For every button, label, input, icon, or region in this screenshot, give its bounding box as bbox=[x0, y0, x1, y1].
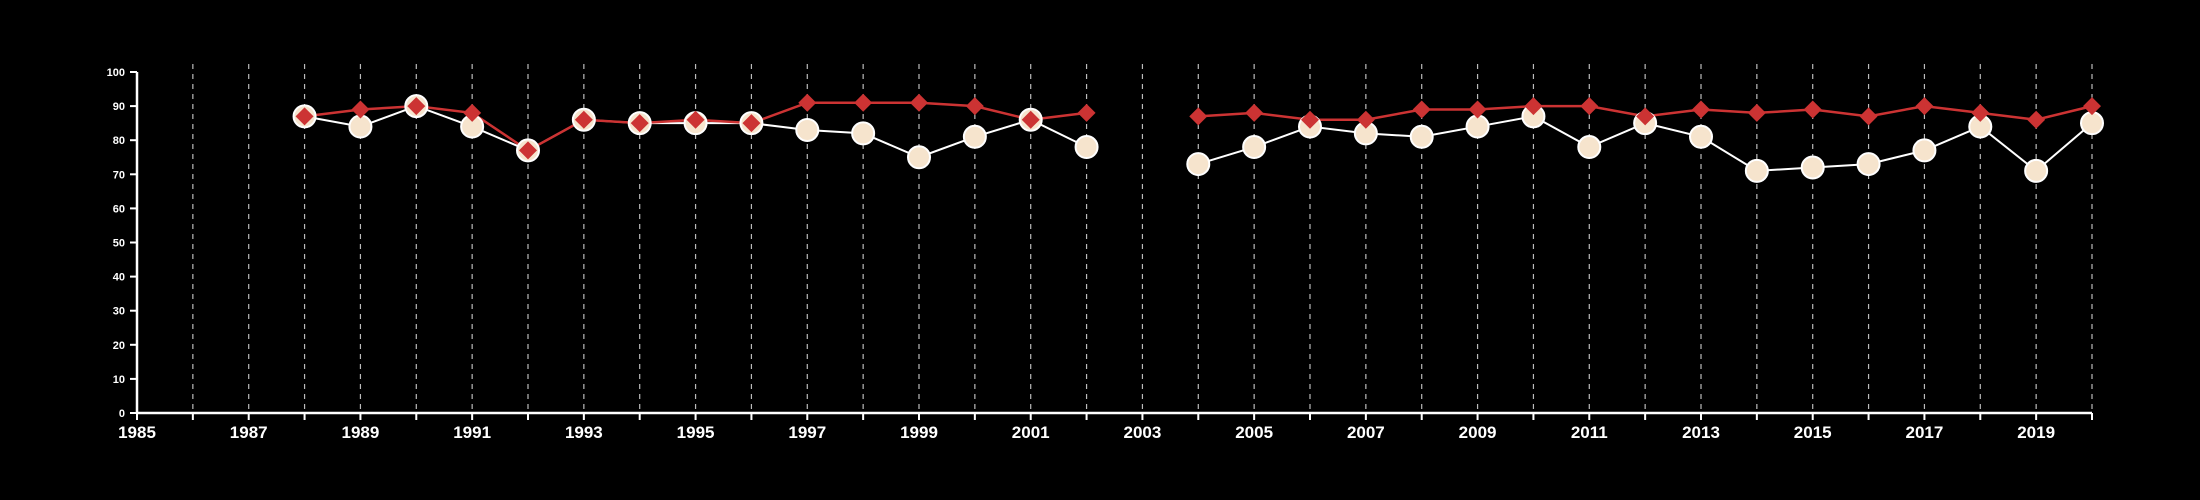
diamond-point-2007 bbox=[1356, 110, 1375, 129]
x-tick-label: 2007 bbox=[1347, 423, 1385, 442]
grid bbox=[192, 64, 2093, 413]
diamond-point-2014 bbox=[1747, 103, 1766, 122]
x-tick-label: 2011 bbox=[1571, 423, 1608, 442]
diamond-point-1991 bbox=[463, 103, 482, 122]
diamond-point-2010 bbox=[1524, 97, 1543, 116]
diamond-point-1997 bbox=[798, 93, 817, 112]
series bbox=[292, 93, 2104, 183]
x-tick-label: 2001 bbox=[1012, 423, 1050, 442]
diamond-point-2000 bbox=[965, 97, 984, 116]
x-tick-label: 1993 bbox=[565, 423, 603, 442]
diamond-point-2009 bbox=[1468, 100, 1487, 119]
diamond-point-2012 bbox=[1636, 107, 1655, 126]
x-tick-label: 1991 bbox=[453, 423, 491, 442]
diamond-point-2005 bbox=[1245, 103, 1264, 122]
circle-point-2005 bbox=[1242, 135, 1267, 160]
x-tick-label: 1995 bbox=[677, 423, 715, 442]
diamond-point-1996 bbox=[742, 114, 761, 133]
diamond-point-2015 bbox=[1803, 100, 1822, 119]
y-tick-label: 80 bbox=[113, 135, 125, 147]
diamond-point-1992 bbox=[519, 141, 537, 160]
y-tick-label: 0 bbox=[119, 408, 125, 420]
circle-point-1997 bbox=[795, 117, 820, 142]
diamond-point-1993 bbox=[574, 110, 593, 129]
diamond-point-2006 bbox=[1301, 110, 1319, 129]
x-tick-label: 1997 bbox=[788, 423, 826, 442]
circle-point-2019 bbox=[2024, 158, 2049, 183]
diamond-point-2004 bbox=[1189, 107, 1208, 126]
x-tick-label: 2003 bbox=[1124, 423, 1162, 442]
diamond-point-2019 bbox=[2027, 110, 2046, 129]
diamond-point-2008 bbox=[1412, 100, 1431, 119]
x-tick-label: 2015 bbox=[1794, 423, 1832, 442]
diamond-point-1994 bbox=[630, 114, 649, 133]
x-tick-label: 2009 bbox=[1459, 423, 1497, 442]
diamond-point-1999 bbox=[910, 93, 928, 112]
diamond-point-1988 bbox=[295, 107, 314, 126]
diamond-point-2002 bbox=[1077, 103, 1096, 122]
y-tick-label: 60 bbox=[113, 203, 125, 215]
circle-point-2008 bbox=[1409, 124, 1434, 149]
diamond-point-2013 bbox=[1692, 100, 1710, 119]
x-tick-label: 1987 bbox=[230, 423, 268, 442]
x-tick-label: 2019 bbox=[2017, 423, 2055, 442]
y-tick-label: 70 bbox=[113, 169, 125, 181]
circle-point-2016 bbox=[1856, 152, 1881, 177]
diamond-point-2017 bbox=[1915, 97, 1934, 116]
diamond-point-1995 bbox=[686, 110, 705, 129]
diamond-point-2001 bbox=[1021, 110, 1040, 129]
diamond-point-1998 bbox=[854, 93, 873, 112]
circle-point-1989 bbox=[348, 114, 373, 139]
y-tick-label: 20 bbox=[113, 340, 125, 352]
circle-point-2015 bbox=[1800, 155, 1825, 180]
x-tick-label: 2017 bbox=[1906, 423, 1944, 442]
x-tick-label: 2013 bbox=[1682, 423, 1720, 442]
circle-point-2020 bbox=[2080, 111, 2104, 136]
circle-point-2000 bbox=[962, 124, 987, 149]
circle-point-2013 bbox=[1689, 124, 1713, 149]
circle-point-2017 bbox=[1912, 138, 1937, 163]
x-tick-label: 1989 bbox=[342, 423, 380, 442]
y-tick-label: 40 bbox=[113, 272, 125, 284]
diamond-point-1989 bbox=[351, 100, 370, 119]
axes: 1985 1987 1989 1991 1993 1995 1997 1999 2001 2003… bbox=[107, 67, 2093, 442]
x-tick-label: 1985 bbox=[118, 423, 156, 442]
circle-point-2009 bbox=[1465, 114, 1490, 139]
circle-point-2014 bbox=[1744, 158, 1769, 183]
diamond-point-2011 bbox=[1580, 97, 1599, 116]
diamond-point-2018 bbox=[1971, 103, 1990, 122]
circle-point-1998 bbox=[851, 121, 876, 146]
y-tick-label: 100 bbox=[107, 67, 125, 79]
x-tick-label: 2005 bbox=[1235, 423, 1273, 442]
x-tick-label: 1999 bbox=[900, 423, 938, 442]
circle-point-2004 bbox=[1186, 152, 1211, 177]
y-tick-label: 10 bbox=[113, 374, 125, 386]
diamond-point-2016 bbox=[1859, 107, 1878, 126]
circle-point-2011 bbox=[1577, 135, 1602, 160]
diamond-point-2020 bbox=[2083, 97, 2101, 116]
circle-point-2002 bbox=[1074, 135, 1099, 160]
y-tick-label: 90 bbox=[113, 101, 125, 113]
y-tick-label: 30 bbox=[113, 306, 125, 318]
y-tick-label: 50 bbox=[113, 238, 125, 250]
diamond-point-1990 bbox=[407, 97, 426, 116]
circle-point-1999 bbox=[907, 145, 931, 170]
